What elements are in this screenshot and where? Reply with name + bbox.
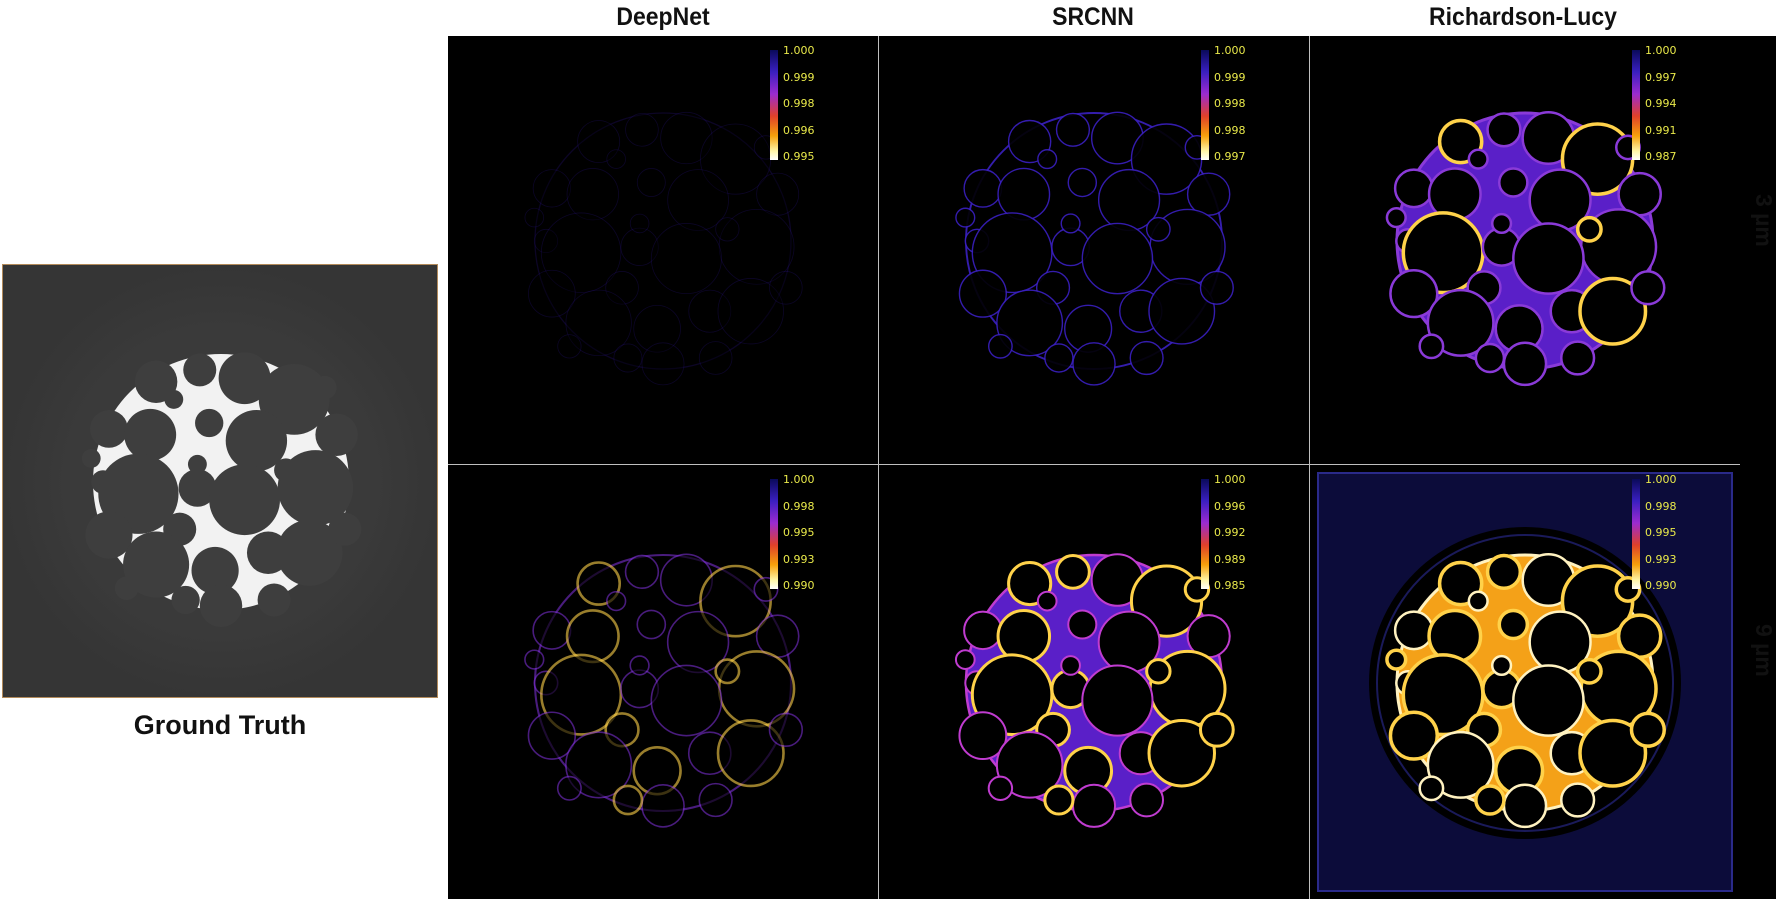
colorbar-tick-label: 0.995	[783, 526, 815, 539]
colorbar-tick-label: 0.998	[1645, 499, 1677, 513]
colorbar-tick-label: 0.998	[1214, 97, 1246, 110]
divider-vertical-1	[878, 36, 879, 899]
colorbar-tick-label: 0.992	[1214, 526, 1246, 539]
colorbar-tick-label: 0.996	[783, 123, 815, 137]
colorbar-tick-label: 0.997	[1645, 70, 1677, 84]
colorbar-tick-label: 0.993	[1645, 552, 1677, 566]
panel-deepnet-3um	[448, 36, 878, 464]
colorbar-tick-label: 1.000	[783, 473, 815, 486]
colorbar-tick-label: 0.999	[783, 70, 815, 84]
panel-rl-3um	[1310, 36, 1740, 464]
colorbar	[1632, 50, 1640, 160]
ground-truth-image	[2, 264, 438, 698]
colorbar-tick-label: 0.990	[783, 579, 815, 592]
colorbar-tick-label: 1.000	[783, 44, 815, 57]
map-rl-9um	[1317, 472, 1733, 892]
colorbar	[1201, 479, 1209, 589]
panel-deepnet-9um	[448, 465, 878, 899]
colorbar	[770, 50, 778, 160]
column-title-richardson-lucy: Richardson-Lucy	[1429, 3, 1617, 31]
column-title-srcnn: SRCNN	[1052, 3, 1134, 31]
ground-truth-phantom	[3, 265, 437, 697]
colorbar-tick-label: 0.999	[1214, 70, 1246, 84]
colorbar-tick-label: 0.998	[783, 499, 815, 513]
colorbar	[770, 479, 778, 589]
colorbar	[1201, 50, 1209, 160]
map-srcnn-9um	[954, 553, 1235, 828]
colorbar-tick-label: 0.996	[1214, 499, 1246, 513]
divider-horizontal	[448, 464, 1740, 465]
row-label-9um: 9 µm	[1751, 623, 1777, 677]
colorbar-tick-label: 1.000	[1645, 44, 1677, 57]
panel-srcnn-3um	[879, 36, 1309, 464]
colorbar-tick-label: 0.998	[783, 97, 815, 110]
colorbar-tick-label: 1.000	[1214, 44, 1246, 57]
map-deepnet-9um	[524, 553, 804, 828]
colorbar-tick-label: 1.000	[1214, 473, 1246, 486]
colorbar-tick-label: 0.995	[1645, 526, 1677, 539]
comparison-grid	[448, 36, 1776, 899]
column-title-deepnet: DeepNet	[616, 3, 710, 31]
colorbar-tick-label: 0.997	[1214, 150, 1246, 163]
colorbar-tick-label: 0.998	[1214, 123, 1246, 137]
row-label-3um: 3 µm	[1751, 193, 1777, 247]
ground-truth-label: Ground Truth	[133, 710, 307, 740]
colorbar-tick-label: 0.993	[783, 552, 815, 566]
map-deepnet-3um	[524, 111, 803, 386]
panel-rl-9um	[1310, 465, 1740, 899]
map-rl-3um	[1385, 111, 1666, 387]
colorbar-tick-label: 0.991	[1645, 123, 1677, 137]
colorbar	[1632, 479, 1640, 589]
colorbar-tick-label: 0.995	[783, 150, 815, 163]
colorbar-tick-label: 0.989	[1214, 552, 1246, 566]
colorbar-tick-label: 0.990	[1645, 579, 1677, 592]
colorbar-tick-label: 0.987	[1645, 150, 1677, 163]
map-srcnn-3um	[955, 111, 1234, 386]
divider-vertical-2	[1309, 36, 1310, 899]
colorbar-tick-label: 0.985	[1214, 579, 1246, 592]
colorbar-tick-label: 1.000	[1645, 473, 1677, 486]
colorbar-tick-label: 0.994	[1645, 97, 1677, 110]
panel-srcnn-9um	[879, 465, 1309, 899]
